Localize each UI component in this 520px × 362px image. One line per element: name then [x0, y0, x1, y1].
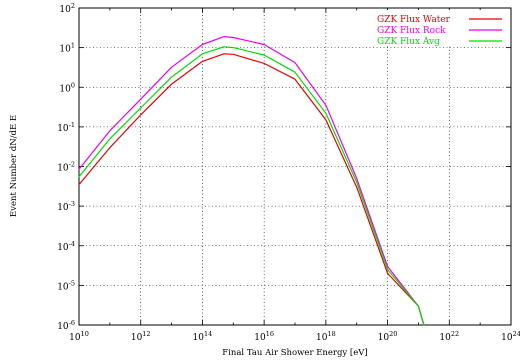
series-lines	[78, 36, 425, 326]
gridlines	[79, 8, 511, 325]
x-tick-label: 1024	[501, 330, 520, 343]
x-tick-label-exponent: 22	[451, 330, 459, 338]
plot-frame	[78, 7, 512, 326]
x-tick-label-exponent: 10	[81, 330, 89, 338]
y-tick-label-exponent: -6	[69, 319, 75, 327]
y-tick-label-base: 10	[59, 84, 71, 94]
x-tick-label-base: 10	[378, 333, 390, 343]
series-line-1	[78, 53, 425, 326]
y-tick-label: 10-3	[57, 200, 75, 213]
series-line-3	[78, 46, 425, 326]
y-tick-label-base: 10	[59, 5, 71, 15]
x-tick-label: 1020	[378, 330, 398, 343]
x-tick-label: 1014	[193, 330, 213, 343]
x-tick-label: 1016	[254, 330, 274, 343]
y-tick-label-base: 10	[57, 243, 69, 253]
y-tick-label-exponent: -4	[69, 240, 75, 248]
x-tick-label-exponent: 18	[327, 330, 335, 338]
y-tick-label: 102	[59, 2, 75, 15]
y-tick-label: 101	[59, 42, 75, 55]
x-tick-label: 1012	[131, 330, 151, 343]
x-tick-label: 1010	[69, 330, 89, 343]
x-tick-label-exponent: 12	[142, 330, 150, 338]
x-tick-label-exponent: 20	[389, 330, 397, 338]
y-tick-label-exponent: 2	[71, 2, 75, 10]
y-tick-label-exponent: -5	[69, 279, 75, 287]
y-tick-label-base: 10	[57, 124, 69, 134]
legend-label: GZK Flux Water	[377, 15, 451, 25]
y-tick-label-exponent: 1	[71, 42, 75, 50]
y-tick-label: 100	[59, 81, 75, 94]
y-tick-label-exponent: -2	[69, 161, 75, 169]
y-tick-label-exponent: -1	[69, 121, 75, 129]
x-tick-labels: 1010 1012 1014 1016 1018 1020 1022 1024	[69, 330, 520, 343]
y-tick-label: 10-2	[57, 161, 75, 174]
y-tick-label-base: 10	[57, 164, 69, 174]
x-tick-label-exponent: 24	[513, 330, 520, 338]
x-tick-label: 1018	[316, 330, 336, 343]
x-tick-label-base: 10	[501, 333, 513, 343]
y-tick-label-base: 10	[59, 45, 71, 55]
y-tick-label: 10-5	[57, 279, 75, 292]
x-tick-label-base: 10	[69, 333, 81, 343]
x-tick-label-exponent: 14	[204, 330, 212, 338]
x-tick-label-base: 10	[254, 333, 266, 343]
y-tick-label-exponent: 0	[71, 81, 75, 89]
y-tick-label-base: 10	[57, 203, 69, 213]
y-tick-label-exponent: -3	[69, 200, 75, 208]
x-tick-label-base: 10	[193, 333, 205, 343]
y-tick-label-base: 10	[57, 282, 69, 292]
series-line-2	[78, 36, 425, 326]
legend-label: GZK Flux Rock	[377, 26, 446, 36]
legend-box	[374, 10, 510, 44]
y-axis-title: Event Number dN/dE E	[9, 115, 19, 217]
y-tick-label: 10-1	[57, 121, 75, 134]
x-tick-label-base: 10	[316, 333, 328, 343]
axis-ticks	[78, 7, 512, 326]
legend-label: GZK Flux Avg	[377, 37, 440, 47]
x-axis-title: Final Tau Air Shower Energy [eV]	[222, 348, 367, 358]
x-tick-label: 1022	[439, 330, 459, 343]
x-tick-label-base: 10	[131, 333, 143, 343]
y-tick-label: 10-4	[57, 240, 75, 253]
x-tick-label-base: 10	[439, 333, 451, 343]
y-tick-label-base: 10	[57, 322, 69, 332]
x-tick-label-exponent: 16	[266, 330, 274, 338]
y-tick-label: 10-6	[57, 319, 75, 332]
